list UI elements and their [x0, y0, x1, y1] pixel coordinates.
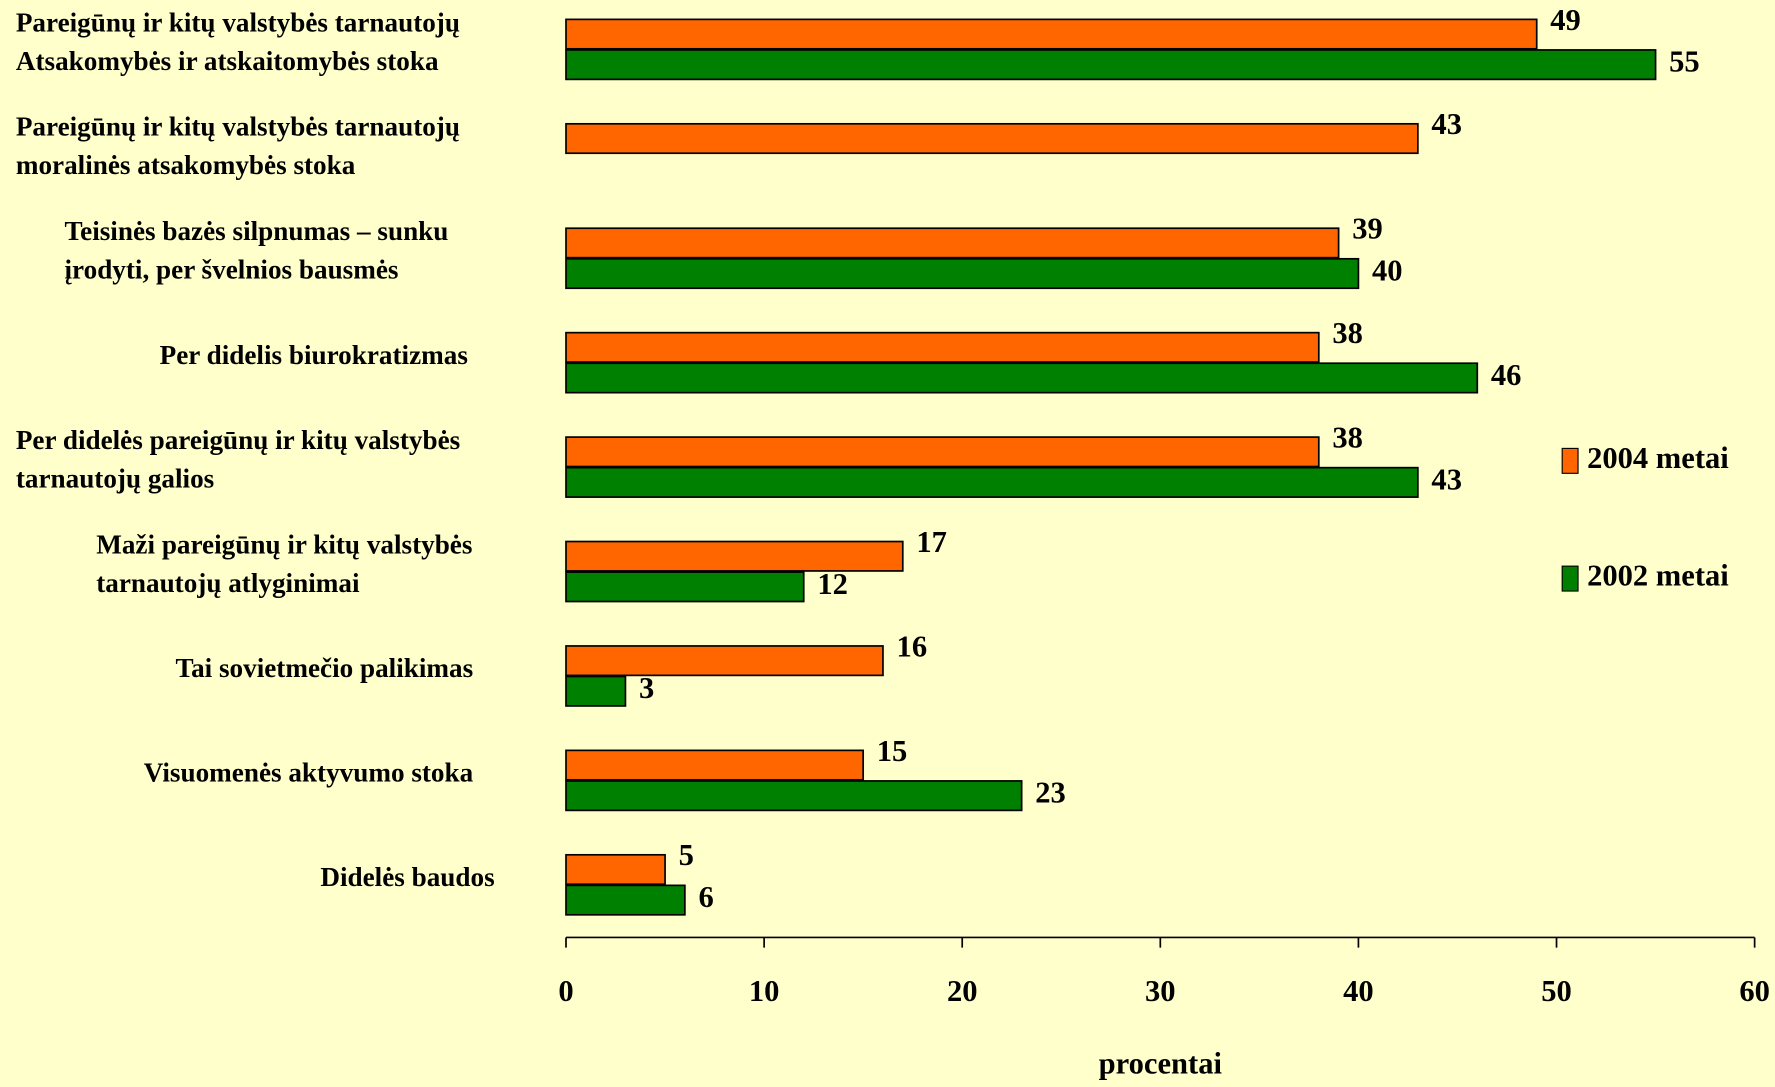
legend-swatch: [1561, 565, 1579, 592]
x-axis-label: procentai: [1099, 1047, 1223, 1081]
bar: [565, 884, 686, 916]
bar: [565, 227, 1340, 259]
x-tick-label: 60: [1739, 974, 1770, 1008]
value-label: 15: [877, 734, 908, 768]
x-tick-label: 10: [749, 974, 780, 1008]
bar: [565, 257, 1360, 290]
value-label: 43: [1431, 462, 1462, 496]
value-label: 6: [698, 880, 713, 914]
value-label: 17: [916, 525, 947, 559]
bar: [565, 331, 1320, 363]
bar: [565, 675, 627, 707]
bar: [565, 362, 1479, 394]
bar: [565, 645, 884, 677]
x-tick-label: 20: [947, 974, 978, 1008]
value-label: 43: [1431, 107, 1462, 141]
value-label: 12: [817, 567, 848, 601]
value-label: 5: [679, 838, 694, 872]
value-label: 38: [1332, 421, 1363, 455]
bar: [565, 540, 904, 572]
value-label: 16: [897, 629, 928, 663]
bar: [565, 749, 865, 781]
category-label: Pareigūnų ir kitų valstybės tarnautojų: [16, 7, 460, 37]
x-tick-label: 30: [1145, 974, 1176, 1008]
category-label: Per didelis biurokratizmas: [160, 340, 468, 370]
category-label: Visuomenės aktyvumo stoka: [144, 758, 474, 788]
category-label: Per didelės pareigūnų ir kitų valstybės: [16, 425, 460, 455]
legend-swatch: [1561, 447, 1579, 474]
bar: [565, 122, 1419, 155]
legend-label: 2002 metai: [1587, 559, 1729, 593]
category-label: Maži pareigūnų ir kitų valstybės: [96, 529, 472, 559]
bar: [565, 466, 1419, 498]
category-label: Pareigūnų ir kitų valstybės tarnautojų: [16, 112, 460, 142]
value-label: 40: [1372, 254, 1403, 288]
value-label: 55: [1669, 45, 1700, 79]
x-tick-label: 0: [558, 974, 573, 1008]
bar: [565, 18, 1538, 50]
value-label: 49: [1550, 3, 1581, 37]
bar: [565, 853, 666, 886]
value-label: 23: [1035, 776, 1066, 810]
value-label: 39: [1352, 212, 1383, 246]
category-label: Didelės baudos: [320, 862, 494, 892]
x-tick-label: 40: [1343, 974, 1374, 1008]
category-label: Tai sovietmečio palikimas: [175, 653, 473, 683]
value-label: 3: [639, 671, 654, 705]
category-label: tarnautojų atlyginimai: [96, 568, 360, 598]
category-label: Atsakomybės ir atskaitomybės stoka: [16, 46, 439, 76]
category-label: moralinės atsakomybės stoka: [16, 150, 356, 180]
bar: [565, 780, 1023, 812]
value-label: 38: [1332, 316, 1363, 350]
x-tick-label: 50: [1541, 974, 1572, 1008]
legend-label: 2004 metai: [1587, 441, 1729, 475]
category-label: Teisinės bazės silpnumas – sunku: [65, 216, 449, 246]
category-label: įrodyti, per švelnios bausmės: [65, 255, 399, 285]
bar: [565, 49, 1657, 81]
bar: [565, 436, 1320, 468]
category-label: tarnautojų galios: [16, 463, 214, 493]
bar: [565, 571, 805, 603]
value-label: 46: [1491, 358, 1522, 392]
